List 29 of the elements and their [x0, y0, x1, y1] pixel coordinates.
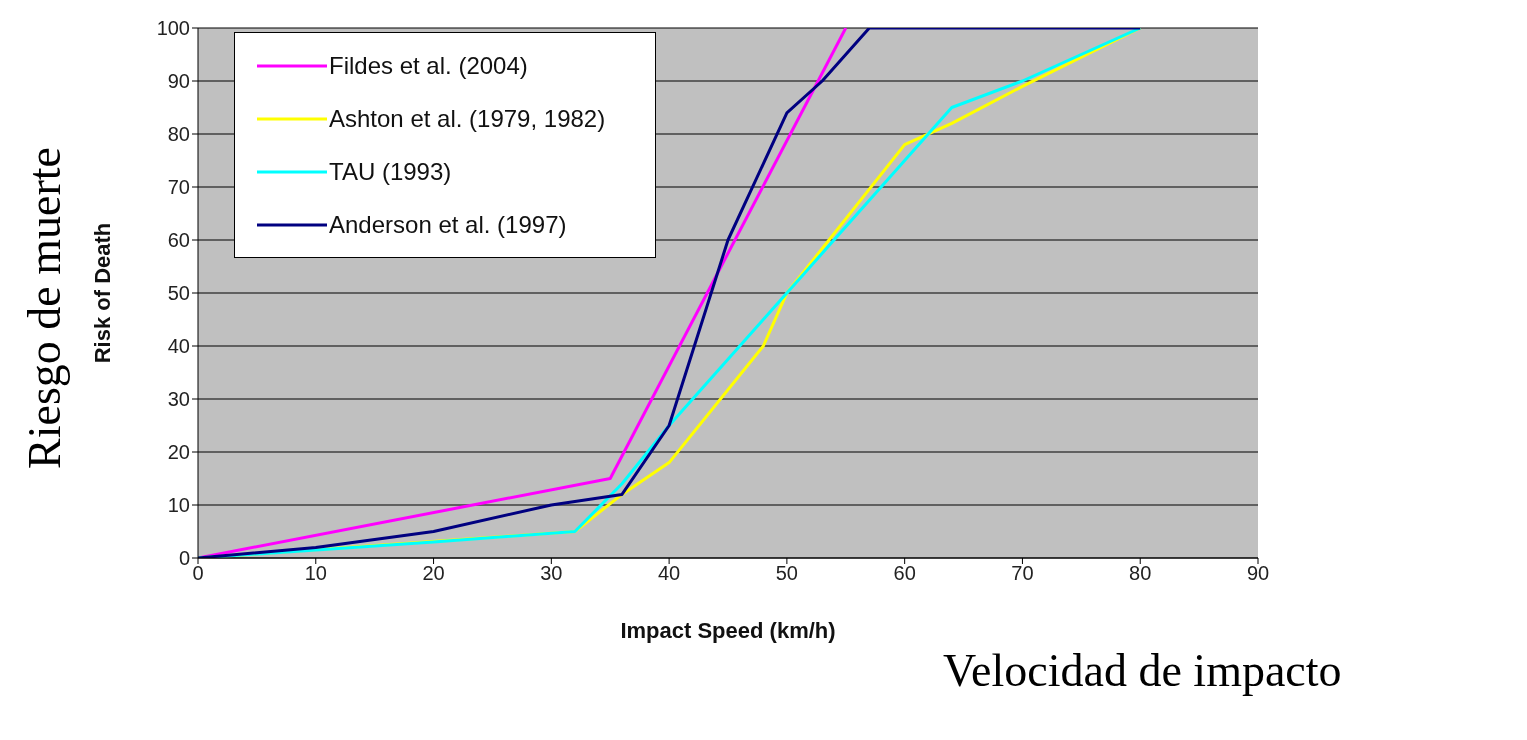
x-tick-label: 90	[1246, 562, 1270, 585]
y-tick-label: 0	[178, 547, 190, 570]
text: Riesgo de muerte	[17, 147, 71, 469]
y-tick-label: 80	[167, 123, 190, 146]
x-tick-label: 20	[422, 562, 445, 585]
x-tick-label: 0	[192, 562, 204, 585]
x-tick-label: 70	[1011, 562, 1034, 585]
x-tick-label: 30	[540, 562, 563, 585]
legend-label: Anderson et al. (1997)	[329, 210, 567, 239]
y-tick-label: 10	[167, 494, 190, 517]
x-tick-label: 50	[775, 562, 799, 585]
y-tick-label: 70	[167, 176, 190, 199]
y-tick-label: 20	[167, 441, 190, 464]
x-axis-title: Impact Speed (km/h)	[620, 618, 836, 643]
y-tick-label: 50	[167, 282, 190, 305]
y-axis-title: Risk of Death	[89, 222, 115, 364]
legend-label: TAU (1993)	[329, 157, 452, 186]
y-tick-label: 90	[167, 70, 190, 93]
text: Velocidad de impacto	[943, 644, 1342, 697]
x-tick-label: 60	[893, 562, 916, 585]
y-tick-label: 60	[167, 229, 190, 252]
x-tick-label: 80	[1129, 562, 1152, 585]
legend-label: Ashton et al. (1979, 1982)	[329, 104, 606, 133]
x-tick-label: 10	[304, 562, 327, 585]
x-tick-label: 40	[657, 562, 681, 585]
y-tick-label: 100	[156, 17, 190, 40]
legend-label: Fildes et al. (2004)	[329, 51, 528, 80]
y-tick-label: 40	[167, 335, 190, 358]
y-tick-label: 30	[167, 388, 190, 411]
